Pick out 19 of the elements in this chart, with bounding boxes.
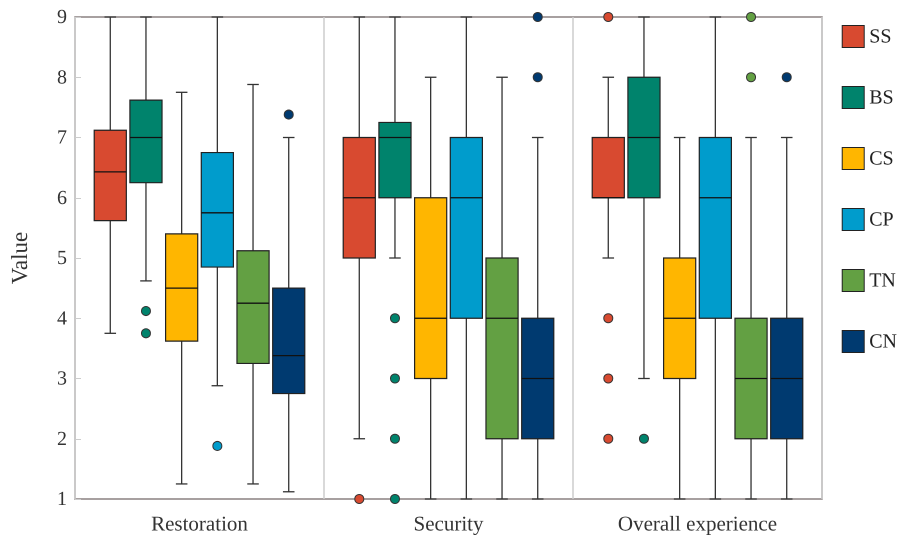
y-tick-label: 8: [57, 66, 67, 88]
y-tick-label: 5: [57, 247, 67, 269]
legend-label: CN: [869, 330, 898, 352]
legend-label: TN: [869, 270, 896, 292]
y-tick-label: 3: [57, 368, 67, 390]
y-tick-label: 6: [57, 186, 67, 209]
x-tick-label: Restoration: [151, 512, 248, 536]
legend-label: SS: [869, 26, 892, 48]
y-tick-label: 4: [57, 307, 67, 330]
y-tick-label: 2: [57, 428, 67, 450]
y-tick-label: 9: [57, 6, 67, 28]
y-tick-label: 7: [57, 126, 67, 148]
x-tick-label: Security: [414, 512, 484, 536]
x-tick-label: Overall experience: [618, 512, 778, 536]
legend-label: BS: [869, 86, 894, 108]
legend-label: CS: [869, 148, 894, 170]
y-tick-label: 1: [57, 488, 67, 510]
y-axis-title: Value: [7, 232, 32, 284]
legend-label: CP: [869, 208, 894, 230]
